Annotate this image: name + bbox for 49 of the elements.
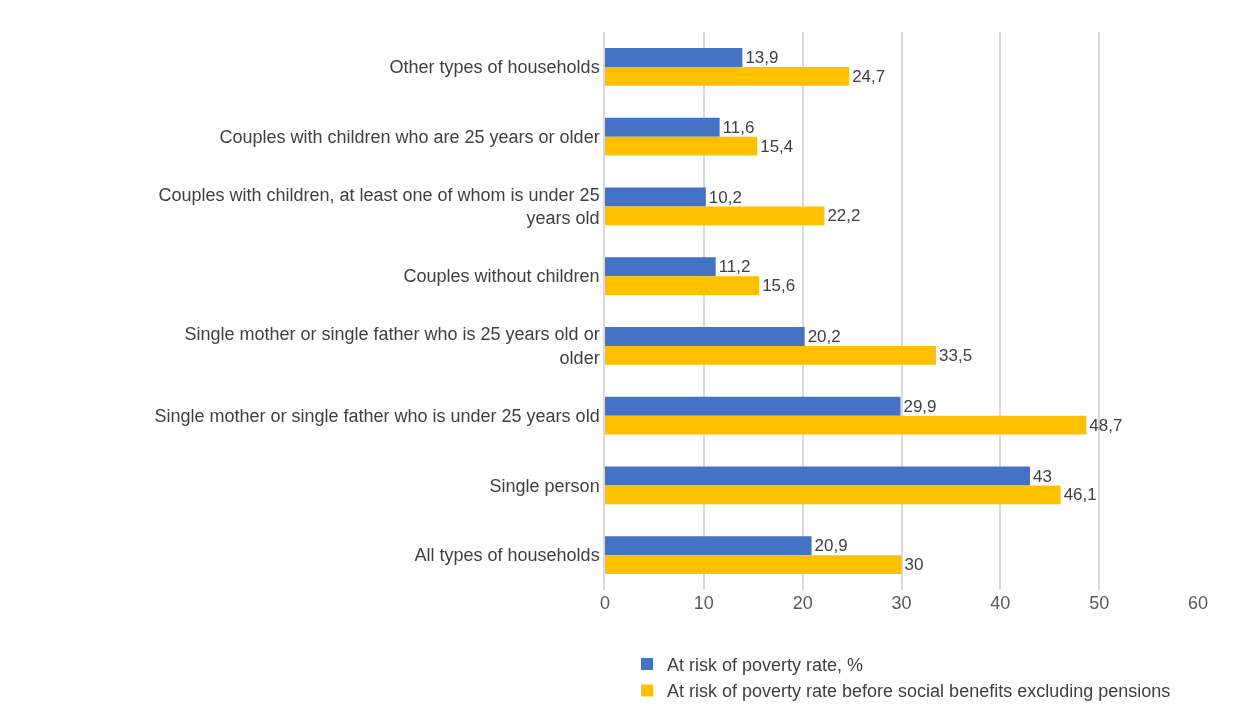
- bar: [605, 327, 805, 346]
- data-label: 48,7: [1089, 415, 1123, 435]
- data-label: 20,2: [807, 327, 841, 347]
- bar: [605, 536, 812, 556]
- x-tick-label: 60: [1187, 593, 1209, 613]
- legend-label: At risk of poverty rate before social benefits excluding pensions: [667, 681, 1171, 702]
- y-tick-label: Couples without children: [403, 266, 600, 287]
- data-label: 11,6: [722, 117, 755, 137]
- data-label: 11,2: [718, 257, 751, 277]
- y-tick-label: Single person: [489, 475, 600, 496]
- x-tick-label: 20: [792, 593, 813, 613]
- legend-label: At risk of poverty rate, %: [667, 655, 864, 676]
- bar: [605, 345, 937, 365]
- data-label: 29,9: [903, 396, 937, 416]
- y-tick-label: Single mother or single father who is 25 years old or older: [184, 324, 600, 368]
- bar: [605, 136, 758, 156]
- y-tick-label: All types of households: [414, 545, 600, 566]
- y-tick-label: Other types of households: [389, 57, 600, 78]
- data-label: 24,7: [852, 66, 886, 86]
- y-tick-label: Single mother or single father who is under 25 years old: [154, 405, 600, 426]
- bar: [605, 276, 760, 295]
- bar: [605, 117, 720, 137]
- x-tick-label: 10: [693, 593, 714, 613]
- y-tick-label: Couples with children, at least one of whom is under 25 years old: [158, 184, 600, 229]
- data-label: 43: [1032, 466, 1052, 486]
- x-tick-label: 50: [1089, 593, 1110, 613]
- bar: [605, 206, 825, 226]
- data-label: 20,9: [814, 536, 848, 556]
- bar: [605, 257, 716, 277]
- bar: [605, 396, 901, 416]
- data-label: 33,5: [939, 345, 973, 365]
- data-label: 15,6: [762, 276, 796, 296]
- data-label: 22,2: [827, 206, 861, 226]
- bar: [605, 466, 1030, 486]
- x-tick-label: 30: [891, 593, 912, 613]
- x-tick-label: 40: [990, 593, 1011, 613]
- bar: [605, 485, 1061, 505]
- data-label: 30: [904, 555, 924, 575]
- bar: [605, 555, 902, 574]
- data-label: 10,2: [708, 187, 742, 207]
- data-label: 46,1: [1063, 485, 1097, 505]
- bar: [605, 48, 743, 67]
- x-tick-label: 0: [599, 593, 611, 613]
- data-label: 15,4: [760, 136, 794, 156]
- bar: [605, 66, 850, 86]
- bar: [605, 187, 706, 207]
- data-label: 13,9: [745, 48, 779, 68]
- bar: [605, 415, 1087, 435]
- y-tick-label: Couples with children who are 25 years or older: [219, 126, 600, 147]
